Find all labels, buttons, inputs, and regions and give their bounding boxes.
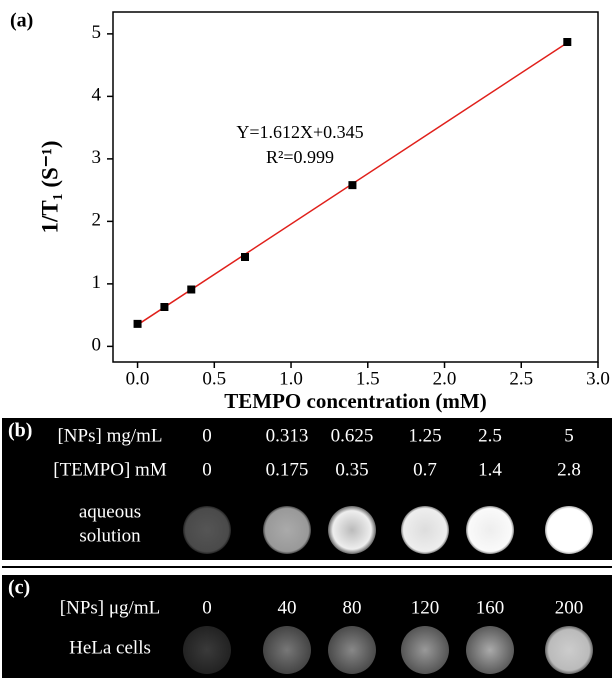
figure: (a) 0.0 0.5 1.0 1.5 2.0 2.5 3.0 0 1 2 3 4 5 TEMPO conc… xyxy=(0,0,614,678)
row-value: 80 xyxy=(343,597,362,618)
x-tick-label: 0.5 xyxy=(202,368,226,389)
row-label: [NPs] μg/mL xyxy=(60,597,160,618)
x-tick-label: 1.5 xyxy=(356,368,380,389)
x-tick-label: 2.0 xyxy=(433,368,457,389)
y-tick-label: 1 xyxy=(92,272,102,293)
sample-label: solution xyxy=(79,525,141,546)
data-point xyxy=(134,320,142,328)
data-point xyxy=(241,253,249,261)
sample-image xyxy=(466,626,514,674)
y-tick-label: 0 xyxy=(92,335,102,356)
data-point xyxy=(160,303,168,311)
data-point xyxy=(348,181,356,189)
row-value: 2.5 xyxy=(478,425,502,446)
sample-image xyxy=(328,626,376,674)
row-label: [NPs] mg/mL xyxy=(57,425,162,446)
y-tick-label: 4 xyxy=(92,85,102,106)
panel-label: (b) xyxy=(8,420,32,442)
row-value: 0.7 xyxy=(413,459,437,480)
sample-image xyxy=(466,506,514,554)
x-tick-label: 2.5 xyxy=(509,368,533,389)
row-value: 0.313 xyxy=(266,425,309,446)
sample-image xyxy=(263,506,311,554)
row-value: 0.625 xyxy=(331,425,374,446)
row-value: 0.35 xyxy=(335,459,368,480)
data-point xyxy=(187,286,195,294)
row-value: 0 xyxy=(202,425,212,446)
panel-label: (a) xyxy=(10,10,33,32)
sample-image xyxy=(545,506,593,554)
panel-label: (c) xyxy=(8,577,30,599)
row-value: 160 xyxy=(476,597,505,618)
sample-image xyxy=(401,506,449,554)
sample-image xyxy=(183,626,231,674)
row-value: 0.175 xyxy=(266,459,309,480)
row-value: 2.8 xyxy=(557,459,581,480)
y-tick-label: 3 xyxy=(92,147,102,168)
sample-image xyxy=(263,626,311,674)
data-point xyxy=(563,38,571,46)
row-value: 0 xyxy=(202,597,212,618)
annotation: R²=0.999 xyxy=(266,147,334,167)
sample-image xyxy=(545,626,593,674)
row-label: [TEMPO] mM xyxy=(53,459,167,480)
sample-label: aqueous xyxy=(79,501,141,522)
row-value: 0 xyxy=(202,459,212,480)
annotation: Y=1.612X+0.345 xyxy=(236,122,363,142)
row-value: 5 xyxy=(564,425,574,446)
row-value: 120 xyxy=(411,597,440,618)
y-axis-title: 1/T₁ (S⁻¹) xyxy=(37,140,62,233)
x-axis-title: TEMPO concentration (mM) xyxy=(224,389,486,413)
row-value: 200 xyxy=(555,597,584,618)
row-value: 40 xyxy=(278,597,297,618)
row-value: 1.4 xyxy=(478,459,502,480)
sample-image xyxy=(328,506,376,554)
y-tick-label: 5 xyxy=(92,22,102,43)
x-tick-label: 3.0 xyxy=(586,368,610,389)
sample-label: HeLa cells xyxy=(69,637,151,658)
row-value: 1.25 xyxy=(408,425,441,446)
sample-image xyxy=(183,506,231,554)
x-tick-label: 1.0 xyxy=(279,368,303,389)
x-tick-label: 0.0 xyxy=(126,368,150,389)
sample-image xyxy=(401,626,449,674)
y-tick-label: 2 xyxy=(92,210,102,231)
